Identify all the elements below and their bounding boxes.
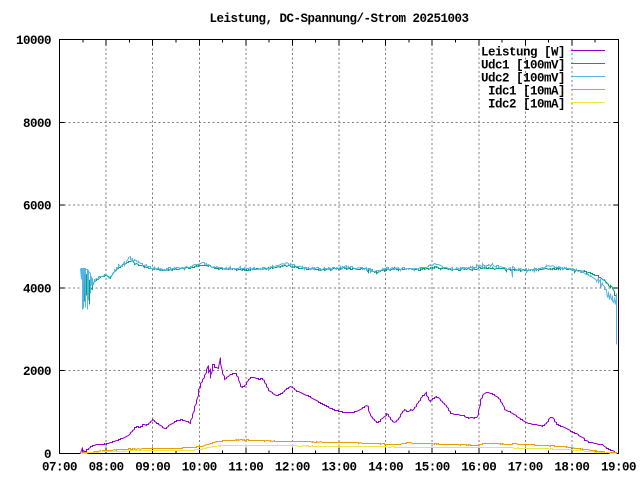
svg-text:08:00: 08:00 <box>89 461 124 475</box>
svg-text:11:00: 11:00 <box>228 461 263 475</box>
svg-text:07:00: 07:00 <box>42 461 77 475</box>
svg-text:09:00: 09:00 <box>135 461 170 475</box>
svg-text:Leistung [W]: Leistung [W] <box>481 46 565 60</box>
svg-text:15:00: 15:00 <box>415 461 450 475</box>
svg-text:8000: 8000 <box>23 117 51 131</box>
svg-text:4000: 4000 <box>23 282 51 296</box>
svg-text:Udc1 [100mV]: Udc1 [100mV] <box>481 59 565 73</box>
svg-text:Leistung, DC-Spannung/-Strom 2: Leistung, DC-Spannung/-Strom 20251003 <box>209 12 468 26</box>
svg-text:12:00: 12:00 <box>275 461 310 475</box>
svg-text:6000: 6000 <box>23 200 51 214</box>
svg-text:13:00: 13:00 <box>321 461 356 475</box>
svg-text:18:00: 18:00 <box>554 461 589 475</box>
svg-text:Udc2 [100mV]: Udc2 [100mV] <box>481 72 565 86</box>
svg-text:Idc1 [10mA]: Idc1 [10mA] <box>488 85 565 99</box>
svg-text:14:00: 14:00 <box>368 461 403 475</box>
svg-text:Idc2 [10mA]: Idc2 [10mA] <box>488 98 565 112</box>
svg-text:2000: 2000 <box>23 365 51 379</box>
svg-text:10:00: 10:00 <box>182 461 217 475</box>
svg-text:17:00: 17:00 <box>508 461 543 475</box>
svg-text:16:00: 16:00 <box>461 461 496 475</box>
svg-text:10000: 10000 <box>16 34 51 48</box>
svg-text:19:00: 19:00 <box>601 461 636 475</box>
svg-text:0: 0 <box>44 448 51 462</box>
